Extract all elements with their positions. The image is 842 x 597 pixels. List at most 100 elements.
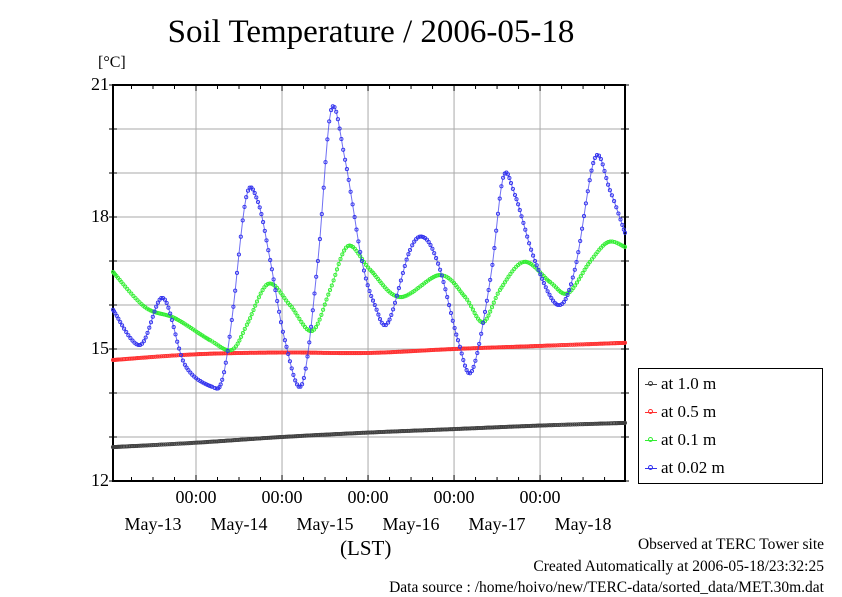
data-point — [519, 260, 525, 265]
data-point — [275, 298, 280, 304]
data-point — [612, 199, 617, 204]
data-point — [529, 247, 534, 252]
data-point — [363, 262, 369, 267]
data-point — [284, 298, 289, 303]
data-point — [164, 300, 169, 306]
data-point — [510, 186, 515, 191]
data-point — [223, 360, 228, 365]
data-point — [305, 354, 310, 359]
legend-label: at 0.1 m — [661, 430, 717, 449]
data-point — [475, 350, 480, 356]
data-point — [607, 188, 612, 193]
data-point — [507, 175, 512, 181]
data-point — [192, 440, 197, 445]
data-point — [531, 253, 536, 258]
data-point — [317, 237, 322, 242]
legend-label: at 1.0 m — [661, 374, 717, 393]
data-point — [239, 334, 244, 339]
data-point — [436, 261, 441, 266]
x-time-tick-label: 00:00 — [347, 487, 389, 507]
data-point — [576, 342, 581, 347]
legend-circle-marker — [648, 437, 653, 442]
data-point — [508, 181, 514, 186]
data-point — [512, 192, 518, 198]
data-point — [602, 168, 607, 174]
data-point — [234, 270, 240, 275]
data-point — [291, 372, 296, 377]
data-point — [175, 339, 180, 344]
data-point — [268, 258, 273, 263]
data-point — [473, 358, 478, 363]
data-point — [525, 234, 530, 239]
data-point — [250, 187, 256, 192]
footer-source: Data source : /home/hoivo/new/TERC-data/… — [389, 579, 824, 596]
x-date-label: May-17 — [468, 514, 526, 534]
data-point — [315, 258, 320, 264]
data-point — [372, 302, 377, 308]
data-point — [612, 239, 617, 245]
data-point — [401, 294, 406, 299]
data-point — [472, 310, 477, 316]
data-point — [543, 343, 548, 348]
data-point — [540, 276, 545, 281]
data-point — [327, 119, 332, 124]
data-point — [178, 352, 184, 358]
data-point — [147, 355, 152, 360]
data-point — [454, 332, 459, 337]
data-point — [287, 359, 292, 364]
data-point — [248, 316, 253, 321]
data-point — [432, 251, 437, 256]
x-date-label: May-15 — [296, 514, 354, 534]
data-point — [131, 293, 136, 299]
y-tick-label: 21 — [91, 74, 109, 94]
data-point — [461, 357, 466, 363]
data-point — [225, 348, 230, 354]
data-point — [284, 344, 289, 349]
data-point — [377, 317, 383, 322]
data-point — [141, 443, 146, 448]
data-point — [578, 274, 583, 279]
data-point — [350, 202, 355, 207]
data-point — [592, 341, 597, 346]
data-point — [545, 289, 550, 294]
data-point — [155, 354, 160, 359]
data-point — [481, 320, 486, 326]
data-point — [282, 338, 287, 343]
data-point — [545, 423, 550, 428]
data-point — [582, 422, 587, 427]
series-line-3 — [112, 105, 626, 390]
data-point — [547, 292, 552, 297]
data-point — [407, 247, 413, 253]
y-tick-label: 12 — [91, 470, 109, 490]
data-point — [329, 108, 334, 113]
data-point — [457, 344, 462, 349]
data-point — [128, 336, 133, 341]
data-point — [257, 205, 262, 210]
data-point — [541, 423, 546, 428]
legend-label: at 0.02 m — [661, 458, 725, 477]
data-point — [254, 195, 259, 200]
data-point — [186, 368, 191, 373]
data-point — [244, 195, 249, 200]
data-point — [622, 420, 628, 425]
data-point — [434, 256, 439, 261]
data-point — [289, 305, 294, 310]
data-point — [543, 423, 548, 428]
x-time-tick-label: 00:00 — [175, 487, 217, 507]
data-point — [570, 275, 575, 280]
data-point — [238, 234, 243, 239]
data-point — [240, 218, 245, 223]
data-point — [404, 257, 409, 262]
data-point — [139, 341, 145, 346]
data-point — [344, 167, 349, 172]
data-point — [229, 317, 234, 323]
data-point — [590, 341, 595, 347]
data-point — [400, 270, 405, 276]
data-point — [169, 317, 174, 323]
data-point — [600, 162, 605, 167]
data-point — [139, 355, 144, 360]
data-point — [145, 330, 150, 335]
data-point — [594, 341, 599, 346]
data-point — [536, 267, 541, 272]
data-point — [171, 325, 176, 330]
